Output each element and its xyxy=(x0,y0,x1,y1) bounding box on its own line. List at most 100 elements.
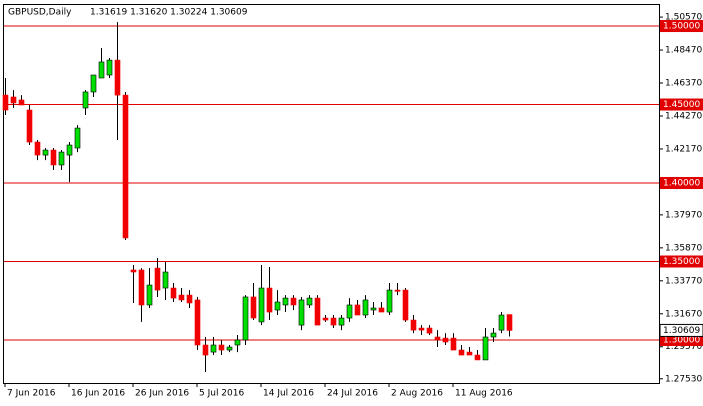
candle-body xyxy=(450,337,457,351)
candle-body xyxy=(66,144,73,156)
candle-body xyxy=(50,149,57,166)
y-tick-label: 1.42170 xyxy=(665,144,702,154)
candle-body xyxy=(506,314,513,331)
current-price-label: 1.30609 xyxy=(663,326,700,336)
y-tick-label: 1.50570 xyxy=(665,13,702,23)
candle-body xyxy=(258,287,265,323)
x-tick-label: 14 Jul 2016 xyxy=(263,389,314,399)
plot-frame xyxy=(3,4,660,384)
candle-body xyxy=(274,301,281,311)
candle-body xyxy=(250,296,257,319)
symbol-label: GBPUSD,Daily xyxy=(8,8,72,18)
candle-body xyxy=(402,289,409,321)
x-tick-label: 26 Jun 2016 xyxy=(135,389,189,399)
candle-body xyxy=(434,336,441,341)
candle-body xyxy=(378,307,385,313)
candle-body xyxy=(186,294,193,304)
candle-body xyxy=(298,299,305,326)
candle-body xyxy=(106,59,113,76)
price-level-box xyxy=(660,98,703,111)
candle-body xyxy=(226,346,233,351)
y-tick-label: 1.37970 xyxy=(665,210,702,220)
candle-body xyxy=(282,297,289,306)
candle-body xyxy=(178,294,185,301)
candle-body xyxy=(10,96,17,104)
candle-body xyxy=(202,344,209,356)
quote-label: 1.31619 1.31620 1.30224 1.30609 xyxy=(90,8,248,18)
candle-body xyxy=(18,99,25,106)
candle-body xyxy=(162,271,169,289)
x-tick-label: 24 Jul 2016 xyxy=(327,389,378,399)
candle-body xyxy=(466,351,473,356)
candle-body xyxy=(98,61,105,79)
candle-body xyxy=(346,304,353,319)
candle-body xyxy=(306,297,313,306)
candle-body xyxy=(82,91,89,109)
candle-body xyxy=(338,317,345,326)
candle-body xyxy=(130,269,137,273)
y-tick-label: 1.27530 xyxy=(665,374,702,384)
candle-body xyxy=(74,127,81,149)
y-tick-label: 1.46370 xyxy=(665,79,702,89)
price-level-label: 1.50000 xyxy=(663,22,700,32)
price-level-label: 1.40000 xyxy=(663,179,700,189)
candle-body xyxy=(26,109,33,143)
candle-body xyxy=(394,289,401,292)
candle-body xyxy=(322,317,329,321)
y-tick-label: 1.48470 xyxy=(665,46,702,56)
candle-body xyxy=(482,336,489,361)
candle-body xyxy=(458,349,465,356)
candle-body xyxy=(330,317,337,326)
y-tick-label: 1.35870 xyxy=(665,243,702,253)
y-tick-label: 1.44270 xyxy=(665,111,702,121)
candle-body xyxy=(138,269,145,306)
candle-body xyxy=(218,344,225,351)
candle-body xyxy=(290,297,297,306)
y-tick-label: 1.31670 xyxy=(665,309,702,319)
candle-body xyxy=(490,332,497,338)
x-tick-label: 2 Aug 2016 xyxy=(391,389,443,399)
x-tick-label: 11 Aug 2016 xyxy=(455,389,513,399)
candle-body xyxy=(42,149,49,156)
candle-body xyxy=(354,304,361,316)
candle-body xyxy=(154,267,161,291)
candle-body xyxy=(90,74,97,93)
candle-body xyxy=(426,327,433,334)
price-level-box xyxy=(660,177,703,190)
candle-body xyxy=(498,314,505,331)
candle-body xyxy=(242,296,249,341)
candle-body xyxy=(210,344,217,353)
candle-body xyxy=(114,59,121,96)
x-tick-label: 16 Jun 2016 xyxy=(71,389,125,399)
current-price-box xyxy=(659,323,703,337)
candle-body xyxy=(362,299,369,316)
price-level-box xyxy=(660,255,703,268)
price-level-label: 1.45000 xyxy=(663,100,700,110)
candle-body xyxy=(386,289,393,313)
candle-body xyxy=(234,339,241,346)
candle-body xyxy=(122,94,129,239)
price-level-box xyxy=(660,20,703,33)
candle-body xyxy=(2,94,9,111)
candle-body xyxy=(474,354,481,361)
candle-body xyxy=(194,299,201,346)
x-tick-label: 5 Jul 2016 xyxy=(199,389,244,399)
candle-body xyxy=(410,319,417,331)
candle-body xyxy=(418,327,425,331)
candle-body xyxy=(370,307,377,311)
price-level-box xyxy=(660,333,703,346)
y-tick-label: 1.33770 xyxy=(665,276,702,286)
candle-body xyxy=(58,151,65,166)
y-tick-label: 1.29570 xyxy=(665,342,702,352)
candle-body xyxy=(170,287,177,299)
candle-body xyxy=(442,337,449,343)
x-tick-label: 7 Jun 2016 xyxy=(7,389,56,399)
price-level-label: 1.35000 xyxy=(663,257,700,267)
price-level-label: 1.30000 xyxy=(663,335,700,345)
candle-body xyxy=(266,287,273,313)
candle-body xyxy=(314,297,321,326)
candle-body xyxy=(34,141,41,156)
candle-body xyxy=(146,284,153,306)
